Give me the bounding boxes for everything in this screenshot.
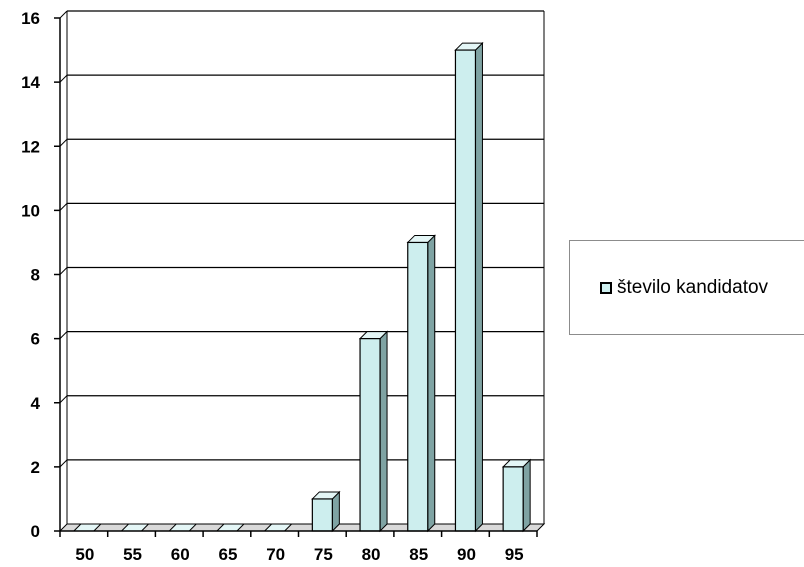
bar-side — [474, 41, 483, 533]
x-tick-label: 90 — [457, 545, 476, 564]
legend: število kandidatov — [569, 240, 804, 335]
y-tick-label: 12 — [21, 137, 40, 156]
bars-group — [72, 41, 532, 533]
bar-front — [311, 498, 333, 532]
gridline-side — [59, 203, 68, 211]
y-tick-label: 4 — [31, 394, 41, 413]
bar-front — [407, 241, 429, 532]
legend-label: število kandidatov — [617, 276, 769, 298]
gridline-side — [59, 138, 68, 147]
x-tick-label: 95 — [505, 545, 524, 564]
gridline-side — [59, 331, 68, 339]
x-tick-label: 85 — [409, 545, 428, 564]
gridline-side — [59, 395, 68, 404]
bar — [454, 41, 484, 533]
y-tick-label: 14 — [21, 73, 40, 92]
gridline-side — [59, 267, 68, 275]
bar-front — [359, 338, 381, 532]
y-tick-label: 6 — [31, 330, 40, 349]
x-tick-label: 50 — [75, 545, 94, 564]
bar-front — [502, 466, 524, 532]
x-tick-label: 60 — [171, 545, 190, 564]
y-tick-label: 16 — [21, 9, 40, 28]
x-tick-labels: 50 55 60 65 70 75 80 85 90 95 — [75, 545, 523, 564]
x-tick-label: 55 — [123, 545, 142, 564]
bar-side — [522, 458, 531, 533]
gridline-side — [59, 459, 68, 468]
gridline-side — [59, 74, 68, 83]
bar-side — [427, 234, 436, 533]
x-tick-label: 70 — [266, 545, 285, 564]
legend-swatch — [600, 281, 612, 294]
axes-group — [54, 17, 538, 537]
x-tick-label: 80 — [362, 545, 381, 564]
bar — [311, 490, 341, 533]
bar — [501, 458, 532, 533]
gridline-side — [59, 10, 68, 19]
y-tick-label: 8 — [31, 266, 40, 285]
y-tick-label: 2 — [31, 458, 40, 477]
bar-side — [379, 330, 388, 533]
x-tick-label: 75 — [314, 545, 333, 564]
x-tick-label: 65 — [218, 545, 237, 564]
bar — [358, 330, 389, 533]
y-tick-labels: 0 2 4 6 8 10 12 14 16 — [21, 9, 40, 541]
bar — [406, 234, 436, 533]
bar-front — [454, 49, 477, 532]
y-tick-label: 10 — [21, 201, 40, 220]
y-tick-label: 0 — [31, 522, 40, 541]
